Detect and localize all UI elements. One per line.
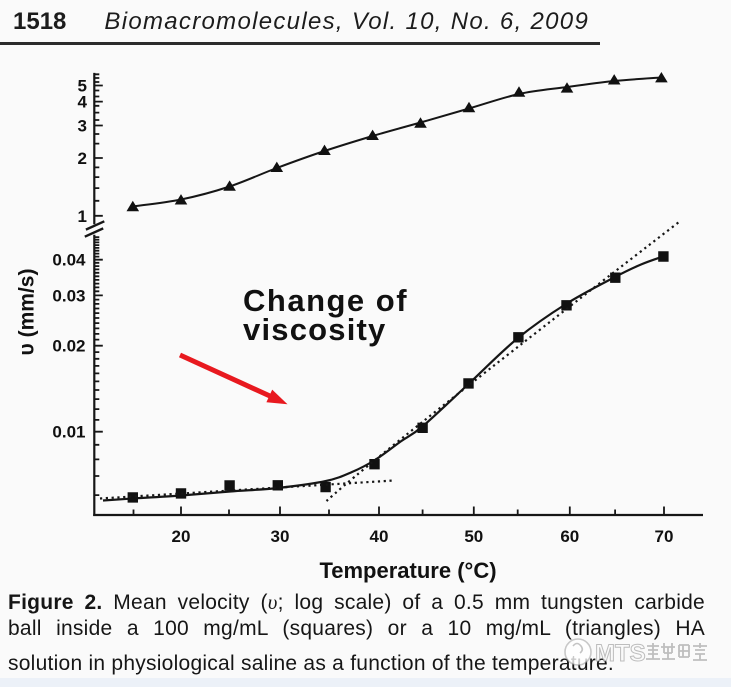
svg-text:Change of: Change of: [243, 283, 408, 318]
svg-text:30: 30: [271, 527, 290, 546]
svg-text:0.01: 0.01: [52, 423, 85, 442]
svg-text:viscosity: viscosity: [243, 312, 387, 347]
svg-text:4: 4: [78, 93, 88, 112]
svg-text:40: 40: [370, 527, 389, 546]
svg-text:0.04: 0.04: [52, 251, 86, 270]
svg-text:υ (mm/s): υ (mm/s): [16, 269, 39, 356]
svg-text:Temperature (°C): Temperature (°C): [319, 558, 496, 583]
svg-text:3: 3: [78, 117, 87, 136]
svg-text:5: 5: [78, 77, 87, 96]
svg-text:1: 1: [78, 207, 87, 226]
svg-text:0.03: 0.03: [52, 286, 85, 305]
svg-text:2: 2: [78, 149, 87, 168]
svg-text:50: 50: [464, 527, 483, 546]
svg-text:60: 60: [560, 527, 579, 546]
svg-text:20: 20: [172, 527, 191, 546]
svg-text:MTS: MTS: [595, 640, 646, 667]
svg-text:70: 70: [655, 527, 674, 546]
svg-text:0.02: 0.02: [52, 337, 85, 356]
